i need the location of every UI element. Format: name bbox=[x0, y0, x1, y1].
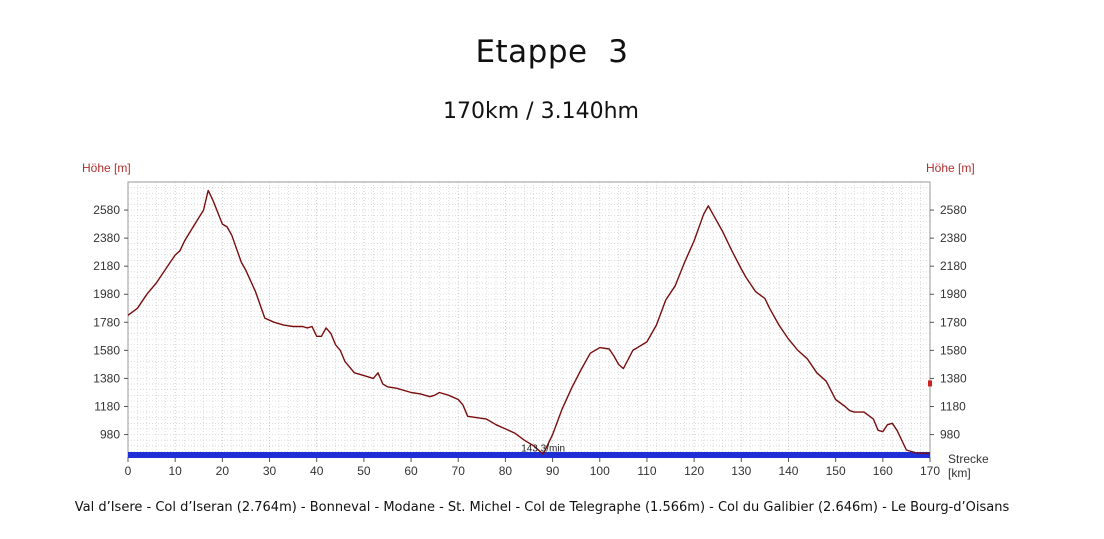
y-tick-label-right: 1580 bbox=[940, 343, 967, 357]
y-tick-label-left: 1380 bbox=[93, 371, 120, 385]
y-axis-label-right: Höhe [m] bbox=[926, 161, 975, 175]
y-tick-label-right: 2380 bbox=[940, 231, 967, 245]
speed-annotation: 143.3/min bbox=[521, 444, 565, 455]
right-axis-marker bbox=[928, 380, 932, 387]
chart-subtitle: 170km / 3.140hm bbox=[443, 99, 639, 124]
x-tick-label: 40 bbox=[310, 464, 324, 478]
y-tick-label-left: 980 bbox=[100, 428, 120, 442]
x-tick-label: 140 bbox=[778, 464, 798, 478]
x-tick-label: 60 bbox=[404, 464, 418, 478]
x-tick-label: 20 bbox=[216, 464, 230, 478]
elevation-profile-chart: 980 980 1180 1180 1380 1380 1580 1580 1780 1780 19… bbox=[82, 161, 989, 480]
y-tick-label-left: 1780 bbox=[93, 315, 120, 329]
y-tick-label-left: 1580 bbox=[93, 343, 120, 357]
baseline-band bbox=[128, 452, 930, 458]
y-tick-label-left: 2580 bbox=[93, 203, 120, 217]
chart-title: Etappe 3 bbox=[475, 34, 629, 70]
x-tick-label: 120 bbox=[684, 464, 704, 478]
y-tick-label-left: 2180 bbox=[93, 259, 120, 273]
y-tick-label-right: 1180 bbox=[940, 399, 966, 413]
x-tick-label: 170 bbox=[920, 464, 940, 478]
x-tick-label: 80 bbox=[499, 464, 513, 478]
y-tick-label-left: 1980 bbox=[93, 287, 120, 301]
x-tick-label: 130 bbox=[731, 464, 751, 478]
x-tick-label: 10 bbox=[168, 464, 182, 478]
elevation-profile-line bbox=[127, 189, 931, 455]
y-tick-label-left: 2380 bbox=[93, 231, 120, 245]
x-tick-label: 110 bbox=[637, 464, 656, 478]
x-axis-unit: [km] bbox=[948, 466, 971, 480]
x-tick-label: 90 bbox=[546, 464, 560, 478]
x-tick-label: 30 bbox=[263, 464, 277, 478]
route-description: Val d’Isere - Col d’Iseran (2.764m) - Bo… bbox=[74, 500, 1010, 515]
y-tick-label-right: 2180 bbox=[940, 259, 967, 273]
x-axis-label: Strecke bbox=[948, 452, 989, 466]
y-tick-label-right: 1980 bbox=[940, 287, 967, 301]
x-tick-label: 0 bbox=[125, 464, 132, 478]
y-tick-label-right: 1780 bbox=[940, 315, 967, 329]
y-tick-label-right: 2580 bbox=[940, 203, 967, 217]
x-tick-label: 50 bbox=[357, 464, 371, 478]
y-tick-label-right: 1380 bbox=[940, 371, 967, 385]
y-tick-label-right: 980 bbox=[940, 428, 960, 442]
x-tick-label: 160 bbox=[873, 464, 893, 478]
y-tick-label-left: 1180 bbox=[94, 399, 120, 413]
x-tick-label: 70 bbox=[452, 464, 466, 478]
y-axis-label-left: Höhe [m] bbox=[82, 161, 131, 175]
plot-frame bbox=[127, 181, 931, 458]
x-tick-label: 150 bbox=[826, 464, 846, 478]
x-tick-label: 100 bbox=[590, 464, 610, 478]
